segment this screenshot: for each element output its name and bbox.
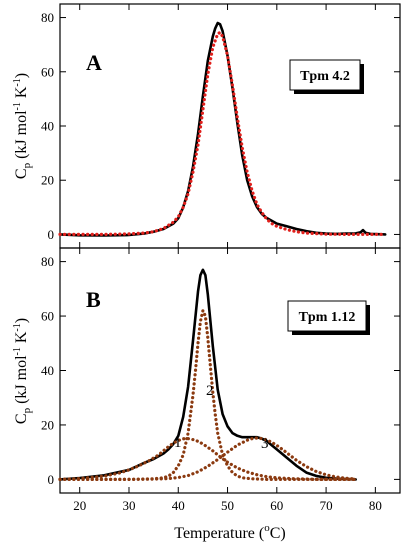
panel-b-series-fit-3: [58, 436, 358, 481]
panel-a-y-tick-label: 40: [41, 119, 54, 134]
panel-b-x-tick-label: 60: [270, 498, 283, 513]
y-axis-title-b: Cp (kJ mol-1 K-1): [12, 318, 33, 424]
panel-a-series: [58, 21, 387, 237]
panel-a-label-text: Tpm 4.2: [300, 69, 350, 84]
panel-b-x-tick-label: 40: [172, 498, 185, 513]
panel-a-y-tick-label: 60: [41, 64, 54, 79]
x-axis-unit: C): [270, 525, 286, 542]
component-label-1: 1: [174, 435, 182, 451]
panel-b-y-tick-label: 20: [41, 417, 54, 432]
x-axis-degree: o: [264, 522, 270, 534]
y-axis-exp2: -1: [12, 78, 23, 86]
panel-b-x-tick-label: 70: [320, 498, 333, 513]
y-axis-units-k-b: K: [13, 331, 30, 347]
x-axis-main: Temperature (: [174, 525, 264, 542]
component-label-2: 2: [206, 383, 214, 399]
panel-b-label-text: Tpm 1.12: [299, 310, 356, 325]
y-axis-exp1-b: -1: [12, 347, 23, 355]
panel-b-y-tick-label: 60: [41, 309, 54, 324]
y-axis-symbol: C: [13, 168, 30, 179]
panel-b-series-experimental: [58, 268, 358, 481]
panel-b-x-tick-label: 30: [122, 498, 135, 513]
y-axis-close: ): [13, 73, 30, 78]
panel-a-series-fit-1: [58, 30, 387, 236]
panel-b-label-box: Tpm 1.12: [287, 300, 370, 335]
panel-b-x-tick-label: 80: [369, 498, 382, 513]
y-axis-symbol-b: C: [13, 413, 30, 424]
y-axis-subscript: p: [21, 162, 33, 168]
panel-a-series-experimental: [58, 21, 387, 237]
y-axis-units-k: K: [13, 86, 30, 102]
panel-a-label-box: Tpm 4.2: [289, 59, 364, 94]
y-axis-exp1: -1: [12, 102, 23, 110]
panel-b-x-tick-label: 20: [73, 498, 86, 513]
panel-b-y-tick-label: 80: [41, 254, 54, 269]
y-axis-units-b: (kJ mol: [13, 355, 30, 408]
panel-b-ticks: 0 20 40 60 80 20 30 40 50 60 70 80: [41, 248, 400, 513]
y-axis-units: (kJ mol: [13, 110, 30, 163]
panel-a-ticks: 0 20 40 60 80: [41, 4, 400, 248]
panel-a-y-tick-label: 20: [41, 173, 54, 188]
panel-b-y-tick-label: 0: [48, 472, 55, 487]
panel-b-series-fit-2: [58, 309, 358, 481]
panel-a-frame: [59, 3, 401, 249]
panel-b-series-fit-1: [58, 437, 358, 481]
panel-a-y-tick-label: 0: [48, 227, 55, 242]
panel-b-x-tick-label: 50: [221, 498, 234, 513]
y-axis-close-b: ): [13, 318, 30, 323]
panel-b-y-tick-label: 40: [41, 363, 54, 378]
y-axis-subscript-b: p: [21, 407, 33, 413]
panel-b-frame: [59, 247, 401, 494]
panel-a-letter: A: [86, 50, 102, 75]
y-axis-exp2-b: -1: [12, 323, 23, 331]
panel-b-letter: B: [86, 287, 101, 312]
panel-a-y-tick-label: 80: [41, 10, 54, 25]
component-label-3: 3: [261, 436, 269, 452]
x-axis-title: Temperature (oC): [174, 522, 285, 542]
panel-b-series: [58, 268, 358, 481]
y-axis-title-a: Cp (kJ mol-1 K-1): [12, 73, 33, 179]
